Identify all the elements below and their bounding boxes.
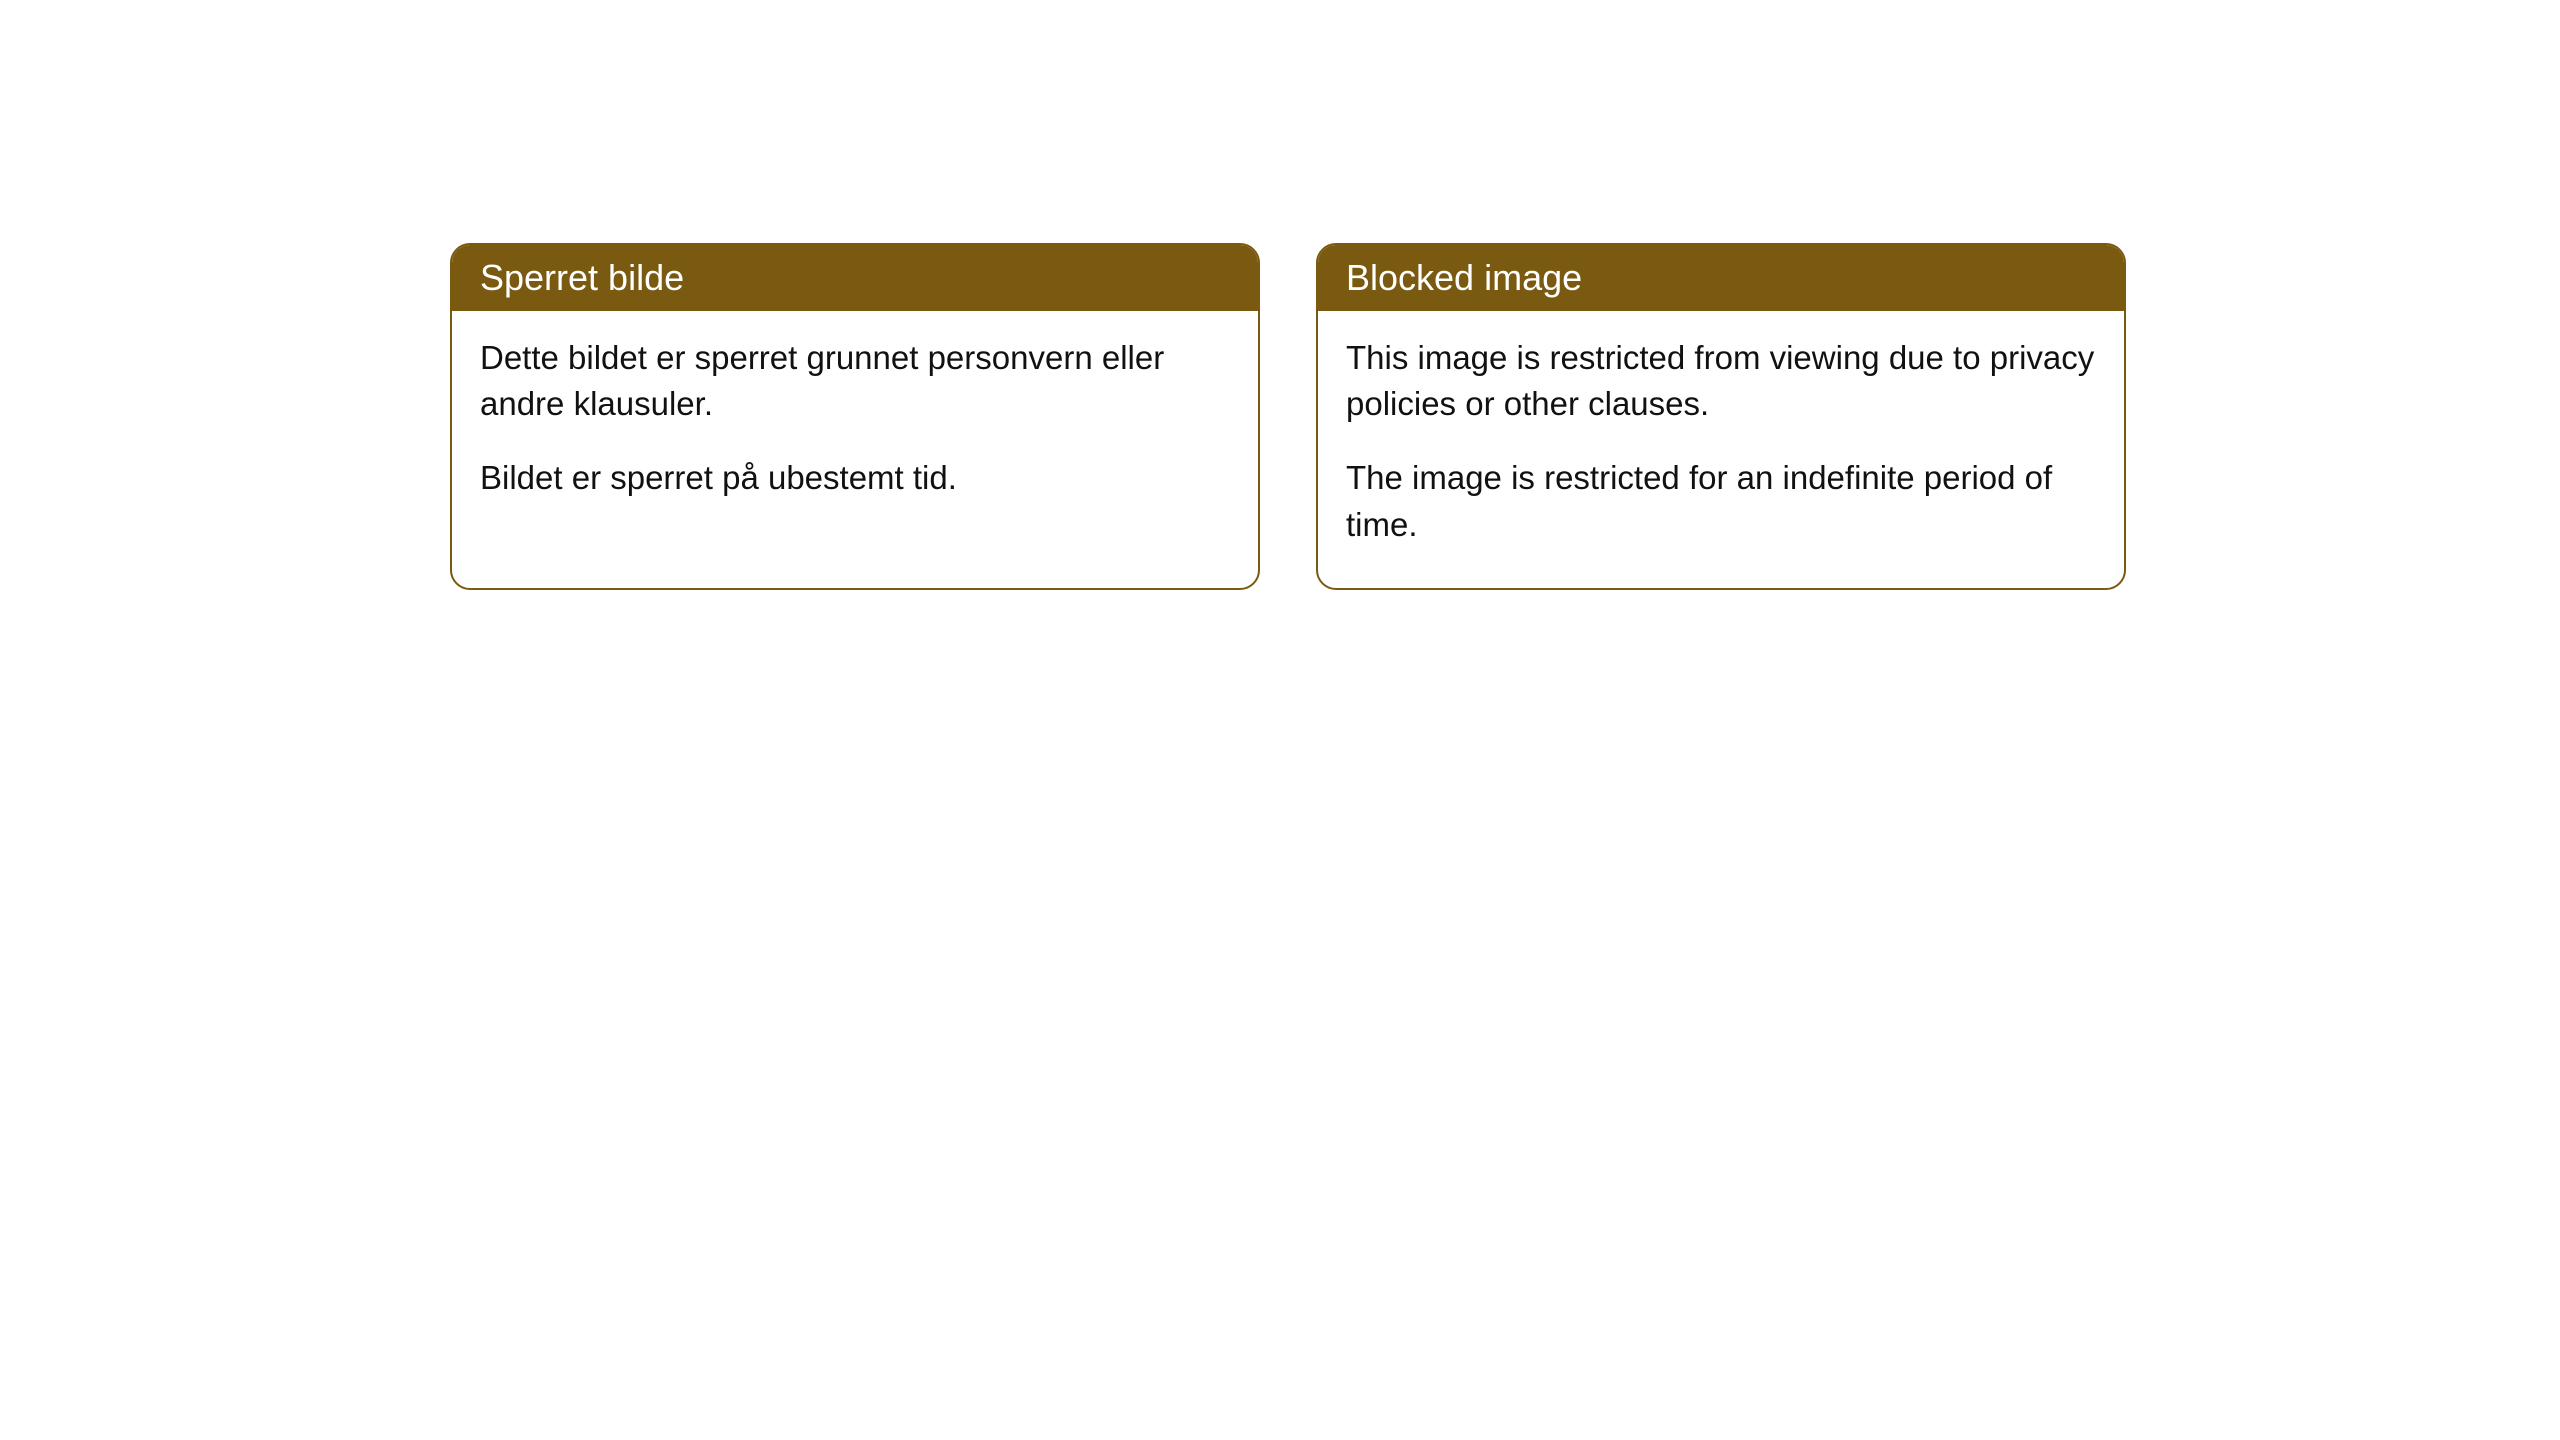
card-header: Sperret bilde [452, 245, 1258, 311]
card-title: Sperret bilde [480, 257, 684, 298]
card-title: Blocked image [1346, 257, 1582, 298]
card-paragraph: The image is restricted for an indefinit… [1346, 455, 2096, 547]
notice-card-norwegian: Sperret bilde Dette bildet er sperret gr… [450, 243, 1260, 590]
card-body: This image is restricted from viewing du… [1318, 311, 2124, 588]
notice-card-english: Blocked image This image is restricted f… [1316, 243, 2126, 590]
card-paragraph: This image is restricted from viewing du… [1346, 335, 2096, 427]
card-body: Dette bildet er sperret grunnet personve… [452, 311, 1258, 542]
card-header: Blocked image [1318, 245, 2124, 311]
card-paragraph: Dette bildet er sperret grunnet personve… [480, 335, 1230, 427]
card-paragraph: Bildet er sperret på ubestemt tid. [480, 455, 1230, 501]
notice-cards-container: Sperret bilde Dette bildet er sperret gr… [450, 243, 2126, 590]
